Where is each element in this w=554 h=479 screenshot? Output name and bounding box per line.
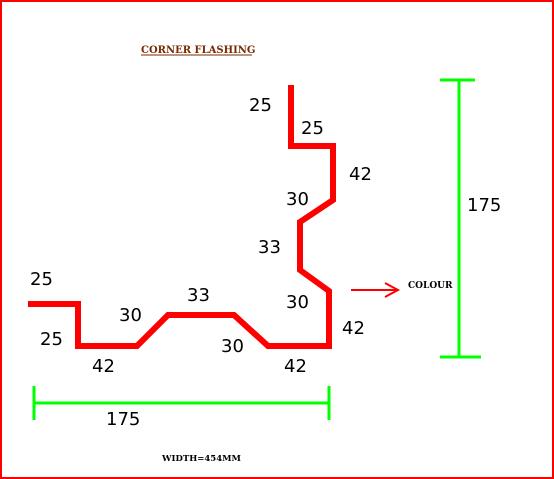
- dim-right-middle-vertical: 33: [258, 237, 281, 258]
- diagram-title: CORNER FLASHING: [141, 45, 255, 56]
- dim-right-upper-diagonal: 30: [286, 189, 309, 210]
- height-dimension-line: [440, 78, 481, 359]
- dim-bottom-right-diagonal: 30: [221, 336, 244, 357]
- colour-label: COLOUR: [408, 281, 453, 291]
- dim-overall-width: 175: [106, 409, 140, 430]
- width-dimension-line: [32, 386, 331, 420]
- dim-left-return: 25: [30, 269, 53, 290]
- dim-bottom-middle-horizontal: 33: [187, 285, 210, 306]
- dim-bottom-right-horizontal: 42: [284, 356, 307, 377]
- dim-overall-height: 175: [467, 195, 501, 216]
- dim-right-upper-vertical: 42: [349, 164, 372, 185]
- dim-top-return: 25: [249, 95, 272, 116]
- dim-bottom-left-diagonal: 30: [119, 305, 142, 326]
- dim-bottom-left-horizontal: 42: [92, 356, 115, 377]
- dim-top-horizontal: 25: [301, 118, 324, 139]
- dim-left-vertical: 25: [40, 329, 63, 350]
- width-note: WIDTH=454MM: [161, 454, 242, 464]
- dim-right-lower-diagonal: 30: [286, 292, 309, 313]
- dim-right-lower-vertical: 42: [342, 318, 365, 339]
- flashing-profile: [28, 85, 336, 349]
- colour-side-arrow: [351, 282, 401, 298]
